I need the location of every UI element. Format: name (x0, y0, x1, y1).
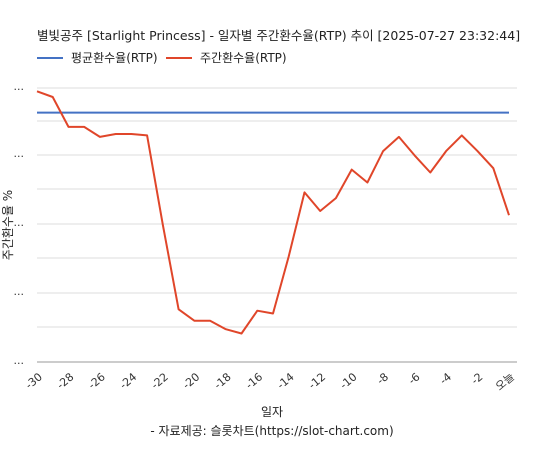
x-tick-label: -30 (23, 370, 45, 392)
series-lines (36, 90, 510, 335)
x-axis-label: 일자 (261, 405, 283, 419)
legend-label-average: 평균환수율(RTP) (71, 51, 158, 65)
y-tick-label: ... (14, 285, 25, 298)
x-tick-label: -16 (243, 370, 265, 392)
x-tick-label: -10 (337, 370, 359, 392)
x-tick-label: -2 (469, 370, 486, 387)
y-tick-label: ... (14, 354, 25, 367)
x-tick-label: 오늘 (493, 370, 517, 393)
x-tick-label: -8 (374, 370, 391, 387)
source-credit: - 자료제공: 슬롯차트(https://slot-chart.com) (150, 424, 393, 438)
legend: 평균환수율(RTP) 주간환수율(RTP) (37, 51, 287, 65)
y-tick-label: ... (14, 216, 25, 229)
x-tick-label: -26 (86, 370, 108, 392)
x-tick-label: -28 (54, 370, 76, 392)
x-tick-label: -4 (437, 370, 454, 387)
x-tick-label: -24 (117, 370, 139, 392)
x-tick-label: -14 (275, 370, 297, 392)
x-tick-label: -22 (149, 370, 171, 392)
x-tick-label: -12 (306, 370, 328, 392)
x-tick-label: -6 (406, 370, 423, 387)
x-tick-labels: -30 -28 -26 -24 -22 -20 -18 -16 -14 -12 -10 -8 -6 -4-… (23, 370, 517, 393)
y-tick-label: ... (14, 80, 25, 93)
weekly-rtp-line (36, 90, 510, 335)
legend-label-weekly: 주간환수율(RTP) (200, 51, 287, 65)
y-tick-labels: ............... (14, 80, 25, 367)
x-tick-label: -20 (180, 370, 202, 392)
chart-title: 별빛공주 [Starlight Princess] - 일자별 주간환수율(RT… (37, 28, 520, 43)
x-tick-label: -18 (212, 370, 234, 392)
gridlines (37, 87, 517, 363)
y-tick-label: ... (14, 147, 25, 160)
y-axis-label: 주간환수율 % (1, 190, 15, 260)
